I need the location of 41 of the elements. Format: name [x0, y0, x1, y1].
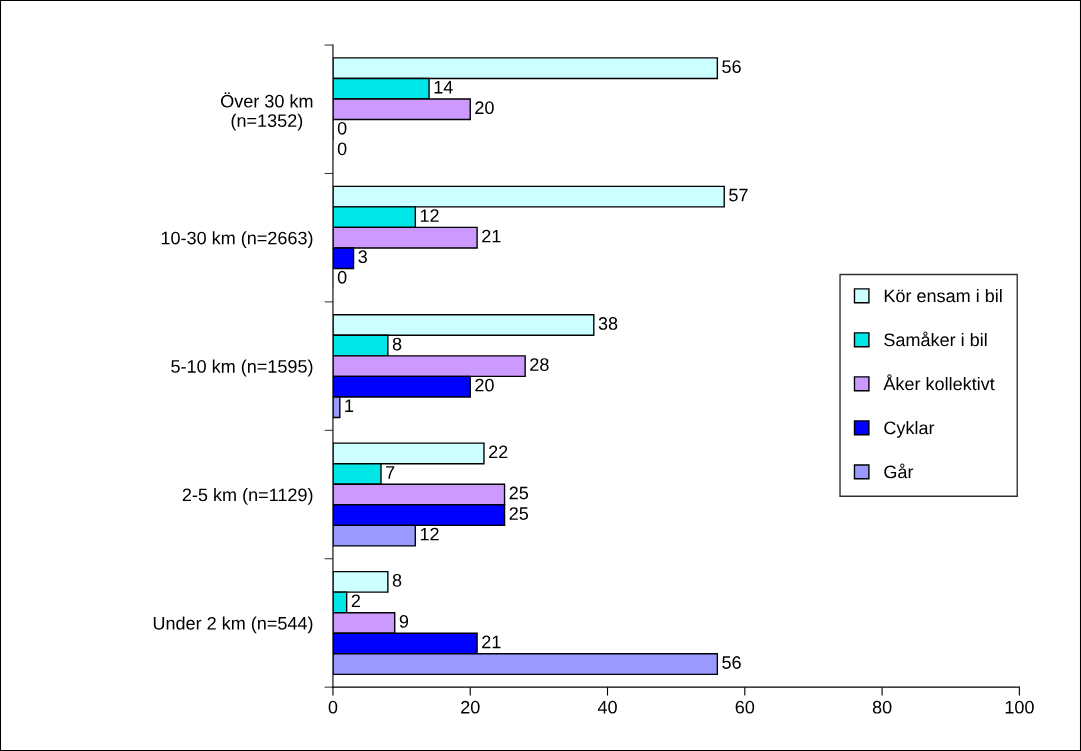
- x-tick-label: 100: [1005, 700, 1034, 714]
- data-label: 8: [392, 573, 402, 587]
- data-label: 20: [475, 378, 494, 392]
- x-tick-label: 40: [597, 700, 617, 714]
- data-label: 7: [386, 466, 395, 479]
- data-label: 1: [345, 399, 354, 412]
- data-label: 38: [598, 317, 618, 330]
- data-label: 28: [530, 358, 549, 371]
- data-label: 14: [434, 80, 453, 94]
- data-label: 25: [509, 486, 529, 500]
- data-label: 12: [420, 527, 439, 541]
- data-label: 0: [337, 121, 347, 135]
- legend-label: Samåker i bil: [884, 331, 987, 347]
- x-tick-label: 80: [872, 700, 892, 714]
- data-label: 25: [509, 507, 529, 520]
- y-tick-label: 5-10 km (n=1595): [171, 359, 313, 377]
- data-label: 56: [722, 60, 741, 74]
- data-label: 22: [489, 445, 508, 459]
- y-tick-label: 2-5 km (n=1129): [182, 487, 313, 505]
- x-tick-label: 0: [328, 700, 338, 714]
- legend-label: Cyklar: [884, 421, 935, 438]
- data-label: 57: [729, 188, 748, 202]
- y-tick-label: 10-30 km (n=2663): [161, 231, 313, 248]
- data-label: 20: [475, 101, 494, 115]
- data-label: 8: [392, 337, 402, 351]
- data-label: 0: [337, 270, 347, 284]
- x-tick-label: 20: [461, 700, 480, 714]
- legend-label: Går: [884, 463, 914, 479]
- data-label: 21: [482, 635, 501, 649]
- legend-label: Kör ensam i bil: [884, 288, 1002, 303]
- data-label: 2: [351, 594, 360, 608]
- x-tick-label: 60: [735, 700, 755, 714]
- data-label: 0: [337, 142, 347, 156]
- data-label: 3: [358, 250, 367, 264]
- data-label: 9: [399, 615, 409, 628]
- y-tick-label: Under 2 km (n=544): [153, 616, 313, 634]
- legend-label: Åker kollektivt: [883, 374, 995, 391]
- data-label: 21: [482, 229, 501, 243]
- y-tick-label: Över 30 km (n=1352): [221, 92, 313, 131]
- data-label: 56: [722, 656, 741, 669]
- data-label: 12: [420, 209, 439, 222]
